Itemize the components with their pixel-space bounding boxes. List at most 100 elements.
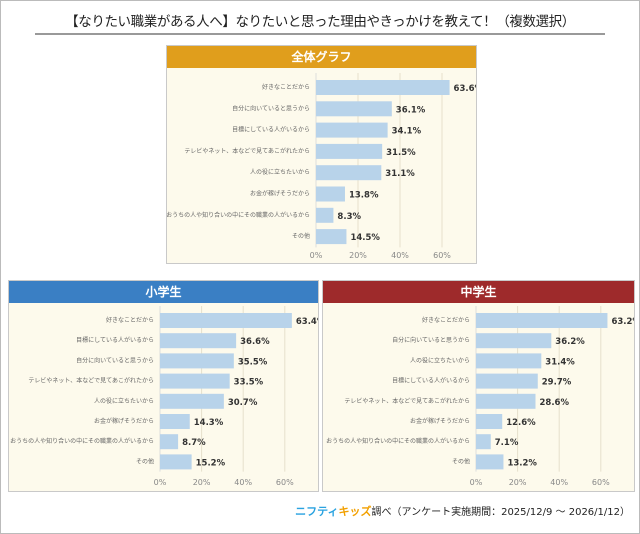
junior-high-chart-panel: 中学生 0% 20% 40% 60% 好きなことだから 63.2% 自分に向いていると思うか… [322, 280, 635, 492]
category-label: 目標にしている人がいるから [232, 126, 310, 134]
value-label: 7.1% [495, 438, 519, 448]
x-tick-label: 60% [276, 478, 294, 487]
category-label: お金が稼げそうだから [410, 417, 470, 425]
category-label: テレビやネット、本などで見てあこがれたから [184, 147, 310, 155]
value-label: 31.4% [545, 357, 575, 367]
logo-nifty: ニフティ [295, 505, 339, 518]
bar [476, 373, 538, 389]
category-label: 好きなことだから [106, 316, 154, 324]
value-label: 34.1% [392, 127, 422, 137]
value-label: 14.3% [194, 418, 224, 428]
x-tick-label: 0% [310, 251, 323, 260]
footer: ニフティキッズ調べ（アンケート実施期間：2025/12/9 ～ 2026/1/1… [295, 503, 630, 519]
value-label: 30.7% [228, 398, 258, 408]
category-label: その他 [292, 232, 310, 240]
category-label: おうちの人や知り合いの中にその職業の人がいるから [10, 437, 154, 445]
bar [476, 353, 542, 369]
overall-chart-panel: 全体グラフ 0% 20% 40% 60% 好きなことだから 63.6% 自分に向いていると思… [166, 45, 477, 264]
bar [316, 229, 347, 245]
bar [476, 434, 491, 450]
category-label: 好きなことだから [422, 316, 470, 324]
elementary-chart-panel: 小学生 0% 20% 40% 60% 好きなことだから 63.4% 目標にしている人がいるか… [8, 280, 319, 492]
value-label: 63.4% [296, 317, 318, 327]
value-label: 31.5% [386, 148, 416, 158]
bar [160, 333, 237, 349]
value-label: 13.8% [349, 191, 379, 201]
bar [316, 165, 382, 181]
bar [316, 101, 392, 117]
page-title: 【なりたい職業がある人へ】なりたいと思った理由やきっかけを教えて！（複数選択） [65, 14, 575, 30]
nifty-kids-logo: ニフティキッズ [295, 505, 371, 518]
bar [160, 454, 192, 470]
value-label: 63.2% [611, 317, 634, 327]
value-label: 8.7% [182, 438, 206, 448]
bar [316, 122, 388, 138]
value-label: 35.5% [238, 357, 268, 367]
survey-period: 調べ（アンケート実施期間：2025/12/9 ～ 2026/1/12） [371, 507, 630, 518]
chart-svg: 0% 20% 40% 60% 好きなことだから 63.4% 目標にしている人がいるから 36.… [10, 306, 318, 487]
chart-svg: 0% 20% 40% 60% 好きなことだから 63.6% 自分に向いていると思うから 36.… [167, 73, 476, 260]
bar [160, 373, 230, 389]
category-label: 人の役に立ちたいから [250, 168, 310, 176]
bar [160, 414, 190, 429]
bar [476, 414, 503, 429]
category-label: テレビやネット、本などで見てあこがれたから [28, 377, 154, 385]
category-label: 好きなことだから [262, 83, 310, 91]
x-tick-label: 0% [154, 478, 167, 487]
value-label: 28.6% [539, 398, 569, 408]
x-tick-label: 20% [349, 251, 367, 260]
bar [316, 207, 334, 223]
category-label: お金が稼げそうだから [250, 190, 310, 198]
category-label: おうちの人や知り合いの中にその職業の人がいるから [326, 437, 470, 445]
value-label: 8.3% [337, 212, 361, 222]
category-label: おうちの人や知り合いの中にその職業の人がいるから [167, 211, 310, 219]
x-tick-label: 40% [234, 478, 252, 487]
bar [316, 80, 450, 95]
x-tick-label: 20% [193, 478, 211, 487]
category-label: 目標にしている人がいるから [392, 377, 470, 385]
value-label: 14.5% [350, 233, 380, 243]
x-tick-label: 60% [592, 478, 610, 487]
category-label: 自分に向いていると思うから [232, 104, 310, 112]
x-tick-label: 40% [391, 251, 409, 260]
x-tick-label: 0% [470, 478, 483, 487]
bar [160, 313, 292, 328]
category-label: お金が稼げそうだから [94, 417, 154, 425]
category-label: その他 [136, 457, 154, 465]
overall-chart-title: 全体グラフ [167, 46, 476, 68]
value-label: 36.6% [240, 337, 270, 347]
value-label: 36.1% [396, 105, 426, 115]
elementary-chart-title: 小学生 [9, 281, 318, 303]
bar [476, 393, 536, 409]
category-label: 人の役に立ちたいから [410, 356, 470, 364]
x-tick-label: 60% [433, 251, 451, 260]
title-underline [35, 33, 605, 35]
chart-svg: 0% 20% 40% 60% 好きなことだから 63.2% 自分に向いていると思うから 36.… [326, 306, 634, 487]
value-label: 31.1% [385, 169, 415, 179]
category-label: 目標にしている人がいるから [76, 336, 154, 344]
category-label: その他 [452, 457, 470, 465]
bar [316, 186, 345, 202]
value-label: 13.2% [507, 458, 537, 468]
bar [160, 353, 234, 369]
category-label: 自分に向いていると思うから [76, 356, 154, 364]
bar [160, 393, 224, 409]
value-label: 12.6% [506, 418, 536, 428]
x-tick-label: 20% [509, 478, 527, 487]
category-label: テレビやネット、本などで見てあこがれたから [344, 397, 470, 405]
category-label: 人の役に立ちたいから [94, 397, 154, 405]
x-tick-label: 40% [550, 478, 568, 487]
bar [316, 143, 383, 159]
category-label: 自分に向いていると思うから [392, 336, 470, 344]
value-label: 33.5% [234, 378, 264, 388]
value-label: 36.2% [555, 337, 585, 347]
bar [160, 434, 179, 450]
logo-kids: キッズ [338, 505, 372, 518]
bar [476, 333, 552, 349]
bar [476, 454, 504, 470]
value-label: 29.7% [542, 378, 572, 388]
junior-high-chart-title: 中学生 [323, 281, 634, 303]
bar [476, 313, 608, 328]
value-label: 63.6% [454, 84, 476, 94]
value-label: 15.2% [196, 458, 226, 468]
